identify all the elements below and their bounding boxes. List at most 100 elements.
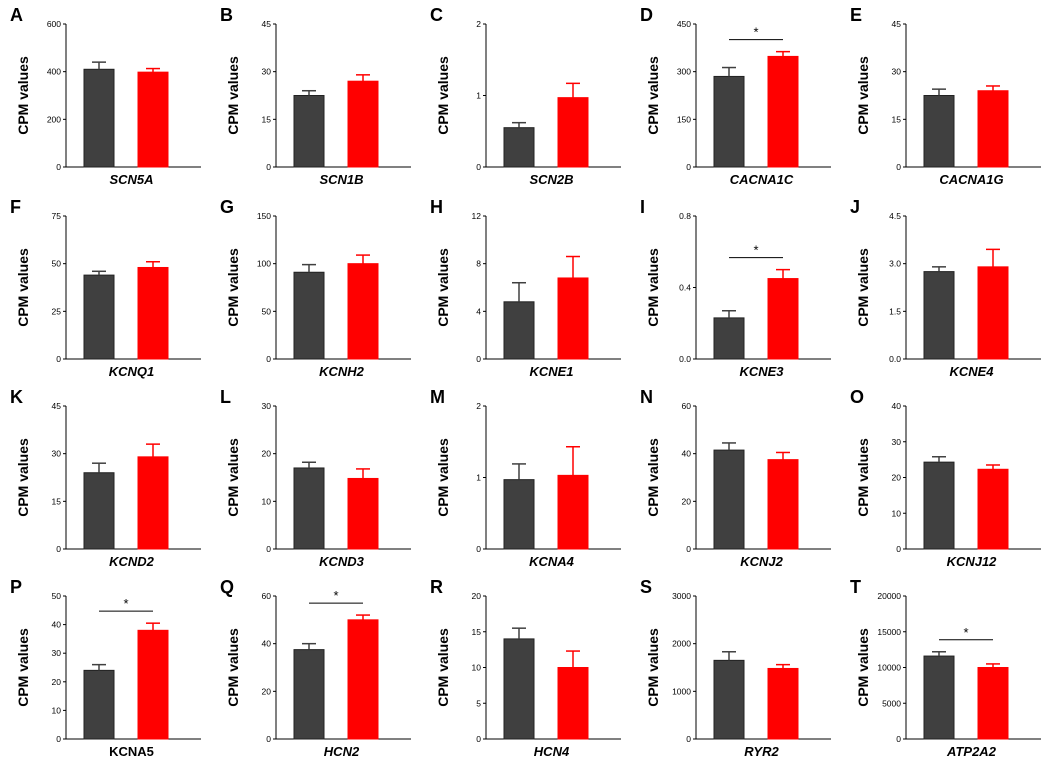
y-tick-label: 0 (56, 734, 61, 744)
y-axis-label: CPM values (855, 628, 871, 707)
panel-k: K CPM values 0 15 30 45 KCND2 (10, 387, 201, 569)
panel-p: P CPM values 0 10 20 30 40 50 * KCNA5 (10, 577, 201, 759)
y-tick-label: 15 (262, 114, 272, 124)
y-tick-label: 20 (262, 686, 272, 696)
bar-cacna1g-treated (977, 90, 1009, 168)
y-tick-label: 20000 (877, 591, 901, 601)
y-tick-label: 45 (262, 19, 272, 29)
gene-label: KCNA5 (109, 744, 154, 759)
y-tick-label: 0 (686, 734, 691, 744)
y-tick-label: 0.0 (679, 354, 691, 364)
y-axis-label: CPM values (15, 248, 31, 327)
y-tick-label: 0.4 (679, 283, 691, 293)
panel-o: O CPM values 0 10 20 30 40 KCNJ12 (850, 387, 1041, 569)
y-tick-label: 12 (472, 211, 482, 221)
bar-kcna5-control (83, 669, 115, 740)
bar-cacna1c-treated (767, 55, 799, 168)
bar-kcne4-treated (977, 266, 1009, 360)
bar-kcnh2-control (293, 271, 325, 360)
panel-e: E CPM values 0 15 30 45 CACNA1G (850, 5, 1041, 187)
panel-g: G CPM values 0 50 100 150 KCNH2 (220, 197, 411, 379)
bar-scn2b-control (503, 127, 535, 168)
y-tick-label: 20 (52, 677, 62, 687)
y-tick-label: 3000 (672, 591, 691, 601)
bar-kcne3-control (713, 317, 745, 360)
y-axis-label: CPM values (225, 56, 241, 135)
significance-star: * (333, 588, 338, 603)
y-tick-label: 8 (476, 259, 481, 269)
y-axis-label: CPM values (225, 438, 241, 517)
gene-label: KCNE3 (739, 364, 784, 379)
y-tick-label: 0 (476, 734, 481, 744)
panel-letter: M (430, 387, 445, 407)
bar-kcnd3-control (293, 467, 325, 550)
bar-kcnq1-treated (137, 266, 169, 360)
y-tick-label: 30 (892, 437, 902, 447)
panel-m: M CPM values 0 1 2 KCNA4 (430, 387, 621, 569)
gene-label: KCND2 (109, 554, 155, 569)
bar-scn5a-treated (137, 71, 169, 168)
panel-letter: E (850, 5, 862, 25)
bar-ryr2-treated (767, 667, 799, 740)
y-tick-label: 0 (896, 734, 901, 744)
y-tick-label: 150 (257, 211, 271, 221)
y-tick-label: 0 (56, 354, 61, 364)
panel-t: T CPM values 0 5000 10000 15000 20000 * ATP2A2 (850, 577, 1041, 759)
bar-kcna5-treated (137, 629, 169, 740)
gene-label: KCNH2 (319, 364, 365, 379)
gene-label: KCNQ1 (109, 364, 155, 379)
panel-letter: P (10, 577, 22, 597)
bar-kcnj2-treated (767, 459, 799, 550)
y-tick-label: 15 (472, 627, 482, 637)
bar-kcnj12-treated (977, 468, 1009, 550)
bar-kcnj2-control (713, 449, 745, 550)
gene-label: KCNE4 (949, 364, 994, 379)
panel-s: S CPM values 0 1000 2000 3000 RYR2 (640, 577, 831, 759)
panel-q: Q CPM values 0 20 40 60 * HCN2 (220, 577, 411, 759)
y-tick-label: 0 (266, 734, 271, 744)
y-tick-label: 40 (892, 401, 902, 411)
y-tick-label: 0 (56, 544, 61, 554)
y-tick-label: 60 (262, 591, 272, 601)
panel-letter: I (640, 197, 645, 217)
y-tick-label: 15000 (877, 627, 901, 637)
bar-kcne3-treated (767, 278, 799, 360)
y-tick-label: 30 (52, 648, 62, 658)
bar-kcnd2-treated (137, 456, 169, 550)
y-tick-label: 50 (52, 259, 62, 269)
bar-kcne4-control (923, 271, 955, 360)
y-tick-label: 30 (892, 67, 902, 77)
y-tick-label: 45 (52, 401, 62, 411)
y-tick-label: 0 (56, 162, 61, 172)
y-tick-label: 0 (266, 162, 271, 172)
bar-scn2b-treated (557, 97, 589, 168)
y-tick-label: 100 (257, 259, 271, 269)
bar-hcn2-control (293, 649, 325, 740)
y-axis-label: CPM values (645, 438, 661, 517)
gene-label: SCN2B (529, 172, 573, 187)
panel-letter: F (10, 197, 21, 217)
gene-label: ATP2A2 (946, 744, 997, 759)
panel-letter: A (10, 5, 23, 25)
y-axis-label: CPM values (435, 56, 451, 135)
y-tick-label: 1.5 (889, 306, 901, 316)
y-axis-label: CPM values (435, 248, 451, 327)
bar-cacna1c-control (713, 75, 745, 168)
bar-kcnh2-treated (347, 263, 379, 360)
y-tick-label: 30 (262, 401, 272, 411)
y-tick-label: 400 (47, 67, 61, 77)
panel-r: R CPM values 0 5 10 15 20 HCN4 (430, 577, 621, 759)
panel-letter: G (220, 197, 234, 217)
y-axis-label: CPM values (645, 248, 661, 327)
y-tick-label: 20 (262, 449, 272, 459)
panel-f: F CPM values 0 25 50 75 KCNQ1 (10, 197, 201, 379)
panel-letter: Q (220, 577, 234, 597)
y-tick-label: 2000 (672, 639, 691, 649)
bar-kcna4-control (503, 479, 535, 550)
y-tick-label: 450 (677, 19, 691, 29)
bar-kcnj12-control (923, 461, 955, 550)
y-tick-label: 4 (476, 306, 481, 316)
y-tick-label: 600 (47, 19, 61, 29)
y-tick-label: 30 (262, 67, 272, 77)
bar-kcnq1-control (83, 274, 115, 360)
